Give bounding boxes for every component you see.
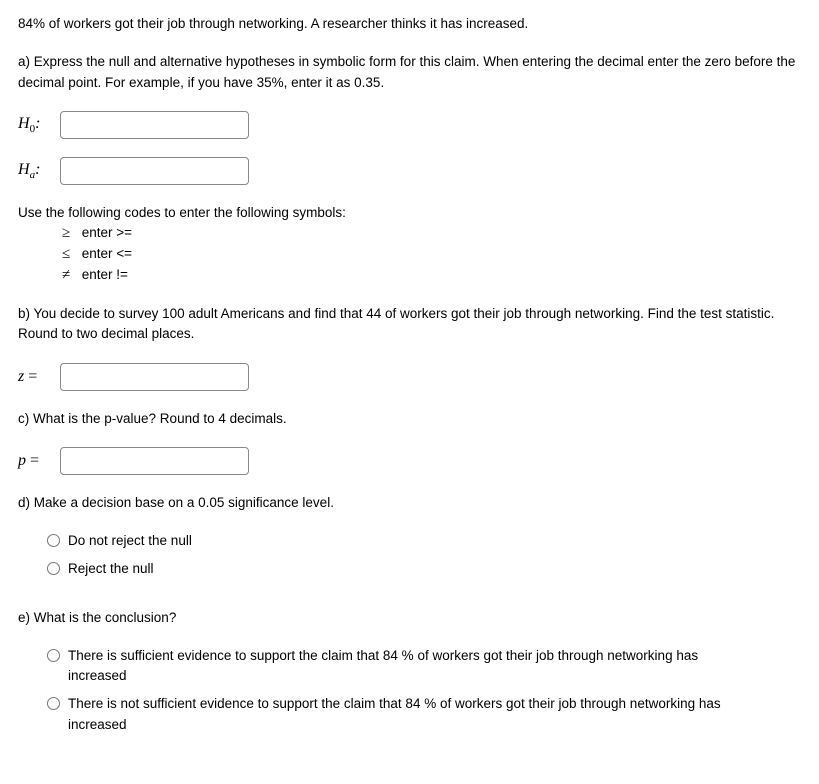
radio-not-sufficient-label: There is not sufficient evidence to supp… bbox=[68, 694, 748, 735]
radio-do-not-reject[interactable]: Do not reject the null bbox=[42, 531, 801, 551]
h0-input[interactable] bbox=[60, 111, 249, 139]
part-a-prompt: a) Express the null and alternative hypo… bbox=[18, 52, 801, 93]
code-line-le: ≤ enter <= bbox=[62, 244, 801, 265]
intro-text: 84% of workers got their job through net… bbox=[18, 14, 801, 34]
radio-do-not-reject-label: Do not reject the null bbox=[68, 531, 192, 551]
ha-colon: : bbox=[35, 161, 40, 178]
ha-var: H bbox=[18, 161, 30, 178]
p-label: p = bbox=[18, 449, 52, 473]
part-e-prompt: e) What is the conclusion? bbox=[18, 608, 801, 628]
h0-var: H bbox=[18, 115, 30, 132]
part-d-options: Do not reject the null Reject the null bbox=[42, 531, 801, 580]
radio-reject-label: Reject the null bbox=[68, 559, 154, 579]
codes-list: ≥ enter >= ≤ enter <= ≠ enter != bbox=[62, 223, 801, 286]
part-d-prompt: d) Make a decision base on a 0.05 signif… bbox=[18, 493, 801, 513]
z-row: z = bbox=[18, 363, 801, 391]
z-eq: = bbox=[24, 368, 37, 385]
part-e-options: There is sufficient evidence to support … bbox=[42, 646, 801, 735]
p-row: p = bbox=[18, 447, 801, 475]
ha-label: Ha: bbox=[18, 158, 52, 184]
radio-not-sufficient-input[interactable] bbox=[47, 697, 60, 710]
ne-symbol: ≠ bbox=[62, 265, 78, 286]
ne-text: enter != bbox=[82, 267, 128, 282]
ge-text: enter >= bbox=[82, 225, 132, 240]
radio-sufficient-label: There is sufficient evidence to support … bbox=[68, 646, 748, 687]
radio-reject[interactable]: Reject the null bbox=[42, 559, 801, 579]
radio-sufficient[interactable]: There is sufficient evidence to support … bbox=[42, 646, 801, 687]
part-c-prompt: c) What is the p-value? Round to 4 decim… bbox=[18, 409, 801, 429]
le-symbol: ≤ bbox=[62, 244, 78, 265]
h0-colon: : bbox=[35, 115, 40, 132]
code-line-ne: ≠ enter != bbox=[62, 265, 801, 286]
z-label: z = bbox=[18, 365, 52, 389]
ha-input[interactable] bbox=[60, 157, 249, 185]
ge-symbol: ≥ bbox=[62, 223, 78, 244]
z-input[interactable] bbox=[60, 363, 249, 391]
h0-label: H0: bbox=[18, 112, 52, 138]
code-line-ge: ≥ enter >= bbox=[62, 223, 801, 244]
p-var: p bbox=[18, 452, 26, 469]
radio-do-not-reject-input[interactable] bbox=[47, 534, 60, 547]
ha-row: Ha: bbox=[18, 157, 801, 185]
part-b-prompt: b) You decide to survey 100 adult Americ… bbox=[18, 304, 801, 345]
radio-not-sufficient[interactable]: There is not sufficient evidence to supp… bbox=[42, 694, 801, 735]
codes-block: Use the following codes to enter the fol… bbox=[18, 203, 801, 286]
p-input[interactable] bbox=[60, 447, 249, 475]
radio-reject-input[interactable] bbox=[47, 562, 60, 575]
p-eq: = bbox=[26, 452, 39, 469]
codes-lead: Use the following codes to enter the fol… bbox=[18, 203, 801, 223]
radio-sufficient-input[interactable] bbox=[47, 649, 60, 662]
h0-row: H0: bbox=[18, 111, 801, 139]
le-text: enter <= bbox=[82, 246, 132, 261]
